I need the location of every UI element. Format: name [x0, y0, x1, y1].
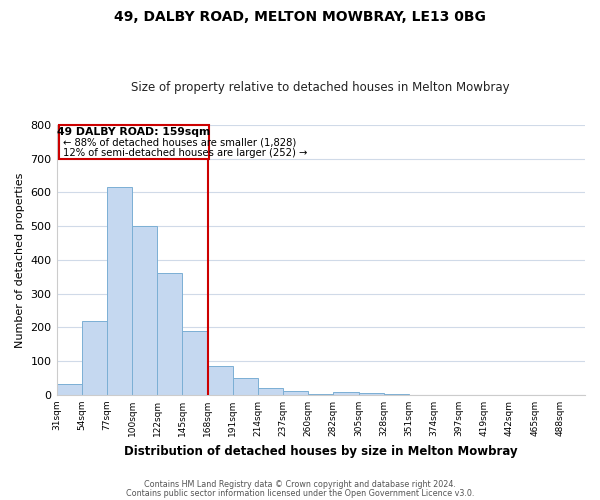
Text: Contains HM Land Registry data © Crown copyright and database right 2024.: Contains HM Land Registry data © Crown c…: [144, 480, 456, 489]
Text: 49 DALBY ROAD: 159sqm: 49 DALBY ROAD: 159sqm: [57, 127, 211, 137]
Bar: [359, 393, 383, 395]
Bar: [334, 392, 359, 395]
Bar: [233, 378, 258, 395]
Bar: [56, 384, 82, 395]
Bar: [208, 366, 233, 395]
Text: 49, DALBY ROAD, MELTON MOWBRAY, LE13 0BG: 49, DALBY ROAD, MELTON MOWBRAY, LE13 0BG: [114, 10, 486, 24]
Bar: [132, 226, 157, 395]
Title: Size of property relative to detached houses in Melton Mowbray: Size of property relative to detached ho…: [131, 82, 510, 94]
Text: Contains public sector information licensed under the Open Government Licence v3: Contains public sector information licen…: [126, 488, 474, 498]
Bar: [383, 394, 409, 395]
Bar: [157, 274, 182, 395]
Text: 12% of semi-detached houses are larger (252) →: 12% of semi-detached houses are larger (…: [63, 148, 307, 158]
Bar: [182, 331, 208, 395]
Bar: [107, 188, 132, 395]
Bar: [308, 394, 334, 395]
Bar: [258, 388, 283, 395]
Y-axis label: Number of detached properties: Number of detached properties: [15, 172, 25, 348]
Text: ← 88% of detached houses are smaller (1,828): ← 88% of detached houses are smaller (1,…: [63, 137, 296, 147]
FancyBboxPatch shape: [59, 125, 209, 158]
Bar: [283, 390, 308, 395]
Bar: [82, 320, 107, 395]
X-axis label: Distribution of detached houses by size in Melton Mowbray: Distribution of detached houses by size …: [124, 444, 518, 458]
